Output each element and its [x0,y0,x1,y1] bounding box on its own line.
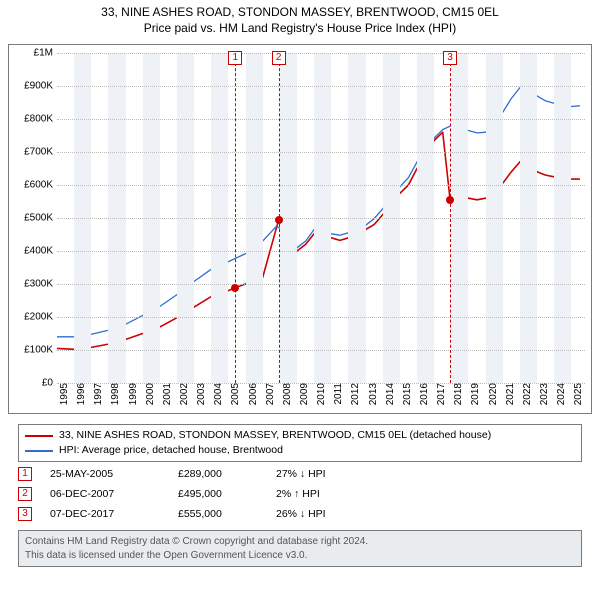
transaction-diff: 26% ↓ HPI [276,508,376,520]
transaction-row: 1 25-MAY-2005 £289,000 27% ↓ HPI [18,464,582,484]
y-axis-label: £200K [13,312,57,323]
copyright-footer: Contains HM Land Registry data © Crown c… [18,530,582,567]
transaction-row: 3 07-DEC-2017 £555,000 26% ↓ HPI [18,504,582,524]
transaction-date: 06-DEC-2007 [50,488,160,500]
x-axis-label: 1999 [126,383,139,405]
y-axis-label: £400K [13,246,57,257]
gridline [57,284,585,285]
legend-label-property: 33, NINE ASHES ROAD, STONDON MASSEY, BRE… [59,428,491,443]
event-flag: 2 [272,51,286,65]
transaction-flag: 2 [18,487,32,501]
price-marker [275,216,283,224]
transaction-price: £555,000 [178,508,258,520]
x-axis-label: 1998 [108,383,121,405]
page: 33, NINE ASHES ROAD, STONDON MASSEY, BRE… [0,0,600,590]
x-axis-label: 2019 [468,383,481,405]
gridline [57,152,585,153]
x-axis-label: 2014 [383,383,396,405]
plot-area: £0£100K£200K£300K£400K£500K£600K£700K£80… [57,53,585,383]
x-axis-label: 2022 [520,383,533,405]
x-axis-label: 2002 [177,383,190,405]
legend-row-hpi: HPI: Average price, detached house, Bren… [25,443,575,458]
gridline [57,119,585,120]
x-axis-label: 2021 [503,383,516,405]
title-line-2: Price paid vs. HM Land Registry's House … [0,20,600,36]
transaction-diff: 2% ↑ HPI [276,488,376,500]
x-axis-label: 2004 [211,383,224,405]
x-axis-label: 2008 [280,383,293,405]
gridline [57,218,585,219]
legend-label-hpi: HPI: Average price, detached house, Bren… [59,443,283,458]
transaction-flag: 1 [18,467,32,481]
x-axis-label: 1995 [57,383,70,405]
y-axis-label: £1M [13,48,57,59]
transaction-date: 07-DEC-2017 [50,508,160,520]
x-axis-label: 1997 [91,383,104,405]
y-axis-label: £100K [13,345,57,356]
y-axis-label: £700K [13,147,57,158]
y-axis-label: £0 [13,378,57,389]
x-axis-label: 2012 [348,383,361,405]
x-axis-label: 2025 [571,383,584,405]
legend-swatch-hpi [25,450,53,452]
x-axis-label: 2011 [331,383,344,405]
event-line [450,53,451,383]
legend: 33, NINE ASHES ROAD, STONDON MASSEY, BRE… [18,424,582,462]
transaction-flag: 3 [18,507,32,521]
title-block: 33, NINE ASHES ROAD, STONDON MASSEY, BRE… [0,0,600,36]
x-axis-label: 1996 [74,383,87,405]
price-marker [446,196,454,204]
x-axis-label: 2020 [486,383,499,405]
gridline [57,185,585,186]
chart-frame: £0 £100K £200K £300K £400K £500K £600K £700K £80… [8,44,592,414]
x-axis-label: 2007 [263,383,276,405]
x-axis-label: 2001 [160,383,173,405]
gridline [57,53,585,54]
x-axis-label: 2024 [554,383,567,405]
gridline [57,317,585,318]
gridline [57,350,585,351]
legend-row-property: 33, NINE ASHES ROAD, STONDON MASSEY, BRE… [25,428,575,443]
x-axis-label: 2010 [314,383,327,405]
price-marker [231,284,239,292]
y-axis-label: £600K [13,180,57,191]
gridline [57,251,585,252]
transaction-row: 2 06-DEC-2007 £495,000 2% ↑ HPI [18,484,582,504]
x-axis-label: 2015 [400,383,413,405]
x-axis-label: 2018 [451,383,464,405]
x-axis-label: 2016 [417,383,430,405]
footer-line-2: This data is licensed under the Open Gov… [25,549,575,563]
transaction-date: 25-MAY-2005 [50,468,160,480]
y-axis-label: £500K [13,213,57,224]
y-axis-label: £900K [13,81,57,92]
transaction-price: £289,000 [178,468,258,480]
transactions-table: 1 25-MAY-2005 £289,000 27% ↓ HPI 2 06-DE… [18,464,582,524]
event-flag: 1 [228,51,242,65]
x-axis-label: 2003 [194,383,207,405]
title-line-1: 33, NINE ASHES ROAD, STONDON MASSEY, BRE… [0,4,600,20]
event-flag: 3 [443,51,457,65]
event-line [235,53,236,383]
y-axis-label: £800K [13,114,57,125]
x-axis-label: 2005 [228,383,241,405]
x-axis-label: 2000 [143,383,156,405]
footer-line-1: Contains HM Land Registry data © Crown c… [25,535,575,549]
x-axis-label: 2009 [297,383,310,405]
gridline [57,86,585,87]
x-axis-label: 2006 [246,383,259,405]
y-axis-label: £300K [13,279,57,290]
x-axis-label: 2017 [434,383,447,405]
x-axis-label: 2013 [366,383,379,405]
transaction-price: £495,000 [178,488,258,500]
x-axis-label: 2023 [537,383,550,405]
legend-swatch-property [25,435,53,437]
transaction-diff: 27% ↓ HPI [276,468,376,480]
